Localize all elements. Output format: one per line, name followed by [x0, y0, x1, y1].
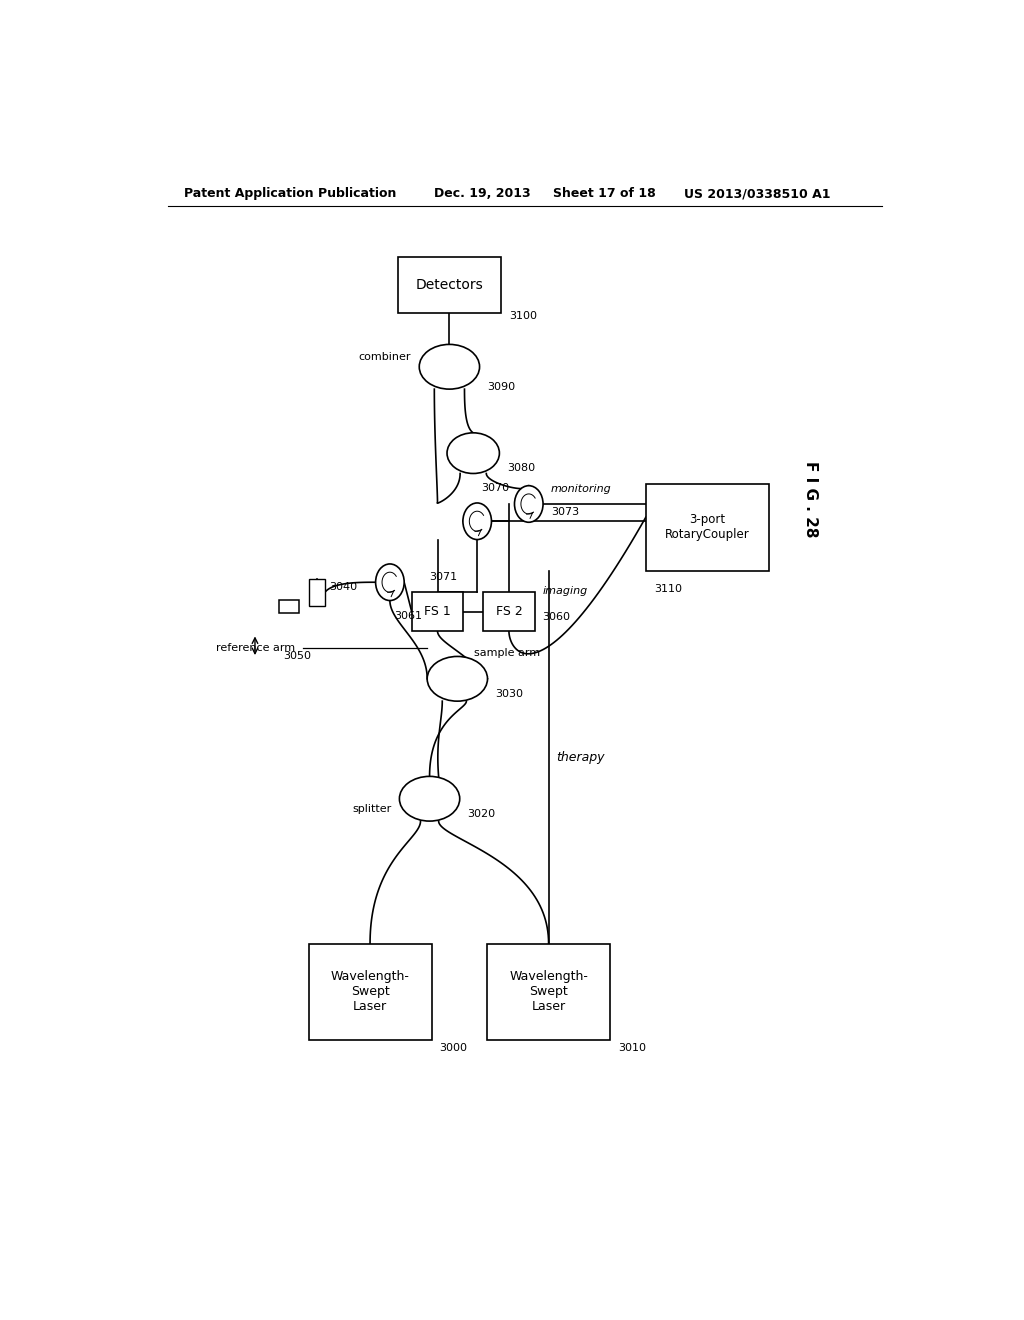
Text: Wavelength-
Swept
Laser: Wavelength- Swept Laser — [509, 970, 588, 1014]
Circle shape — [376, 564, 404, 601]
Text: 3080: 3080 — [507, 463, 536, 474]
Text: FS 2: FS 2 — [496, 605, 522, 618]
Text: Sheet 17 of 18: Sheet 17 of 18 — [553, 187, 655, 201]
Text: therapy: therapy — [557, 751, 605, 763]
Text: Patent Application Publication: Patent Application Publication — [183, 187, 396, 201]
Circle shape — [463, 503, 492, 540]
Bar — [279, 601, 299, 614]
Text: combiner: combiner — [358, 351, 412, 362]
Text: US 2013/0338510 A1: US 2013/0338510 A1 — [684, 187, 830, 201]
Bar — [309, 579, 325, 606]
Circle shape — [514, 486, 543, 523]
Text: FS 1: FS 1 — [424, 605, 451, 618]
Ellipse shape — [427, 656, 487, 701]
Text: 3-port
RotaryCoupler: 3-port RotaryCoupler — [665, 513, 750, 541]
Ellipse shape — [399, 776, 460, 821]
Text: 3010: 3010 — [618, 1043, 646, 1053]
Bar — [308, 944, 431, 1040]
Text: 3030: 3030 — [496, 689, 523, 700]
Text: reference arm: reference arm — [215, 643, 295, 653]
Text: 3090: 3090 — [487, 381, 516, 392]
Text: 3071: 3071 — [430, 572, 458, 582]
Text: 3000: 3000 — [439, 1043, 468, 1053]
Text: Detectors: Detectors — [416, 279, 483, 293]
Text: imaging: imaging — [543, 586, 588, 597]
Text: Wavelength-
Swept
Laser: Wavelength- Swept Laser — [331, 970, 410, 1014]
Text: 3040: 3040 — [329, 582, 357, 593]
Text: 3073: 3073 — [551, 507, 580, 517]
Bar — [397, 257, 501, 313]
Ellipse shape — [447, 433, 500, 474]
Text: monitoring: monitoring — [551, 483, 611, 494]
Bar — [487, 944, 610, 1040]
Text: 3050: 3050 — [283, 651, 310, 661]
Text: splitter: splitter — [352, 804, 391, 814]
Text: 3020: 3020 — [468, 809, 496, 818]
Text: Dec. 19, 2013: Dec. 19, 2013 — [433, 187, 530, 201]
Ellipse shape — [419, 345, 479, 389]
Text: 3070: 3070 — [481, 483, 509, 492]
Text: sample arm: sample arm — [474, 648, 541, 659]
Bar — [483, 593, 535, 631]
Text: F I G . 28: F I G . 28 — [803, 461, 818, 537]
Bar — [646, 484, 769, 570]
Text: 3110: 3110 — [653, 583, 682, 594]
Text: 3100: 3100 — [509, 312, 537, 321]
Bar — [412, 593, 463, 631]
Text: 3061: 3061 — [394, 611, 422, 620]
Text: 3060: 3060 — [543, 611, 570, 622]
